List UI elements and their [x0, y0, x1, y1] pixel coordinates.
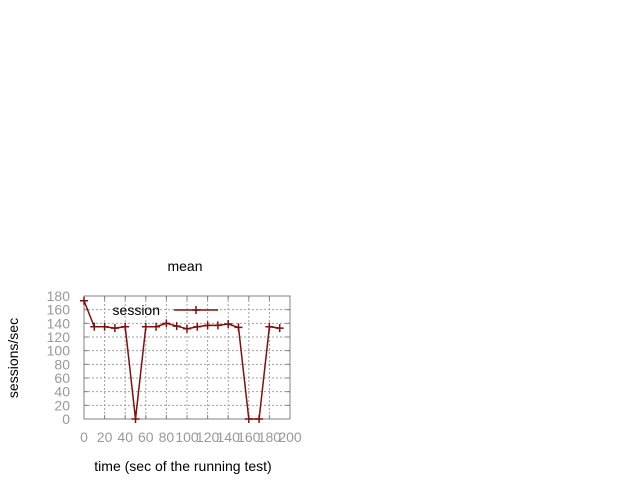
y-tick-label: 160 — [47, 302, 71, 318]
y-tick-label: 120 — [47, 329, 71, 345]
y-tick-label: 0 — [62, 411, 70, 427]
y-tick-label: 140 — [47, 315, 71, 331]
data-point — [255, 415, 264, 423]
y-tick-label: 100 — [47, 343, 71, 359]
data-point — [121, 322, 130, 331]
data-point — [162, 319, 171, 328]
data-point — [100, 322, 109, 331]
x-tick-label: 180 — [258, 429, 282, 445]
data-point — [244, 415, 253, 423]
y-tick-label: 40 — [54, 384, 70, 400]
data-point — [234, 323, 243, 332]
series-line — [83, 300, 280, 420]
y-tick-label: 60 — [54, 370, 70, 386]
data-point — [275, 324, 284, 333]
data-point — [203, 321, 212, 330]
x-axis-label: time (sec of the running test) — [94, 458, 271, 474]
data-point — [80, 296, 88, 305]
data-point — [193, 322, 202, 331]
data-point — [90, 322, 99, 331]
x-tick-label: 40 — [117, 429, 133, 445]
y-tick-label: 180 — [47, 288, 71, 304]
series — [80, 296, 284, 423]
x-tick-label: 80 — [159, 429, 175, 445]
data-point — [172, 322, 181, 331]
x-tick-label: 140 — [217, 429, 241, 445]
data-point — [131, 415, 140, 423]
y-axis-label: sessions/sec — [5, 318, 21, 398]
x-tick-label: 100 — [175, 429, 199, 445]
legend-label: session — [113, 302, 160, 318]
x-tick-label: 120 — [196, 429, 220, 445]
data-point — [213, 321, 222, 330]
data-point — [224, 320, 233, 329]
data-point — [141, 322, 150, 331]
x-tick-label: 200 — [278, 429, 302, 445]
x-tick-label: 0 — [80, 429, 88, 445]
y-tick-label: 80 — [54, 356, 70, 372]
legend: session — [113, 302, 218, 318]
data-point — [265, 322, 274, 331]
data-point — [183, 324, 191, 333]
grid — [84, 296, 290, 419]
x-tick-label: 160 — [237, 429, 261, 445]
y-tick-label: 20 — [54, 397, 70, 413]
data-point — [152, 322, 161, 331]
legend-marker — [192, 306, 200, 314]
x-tick-label: 20 — [97, 429, 113, 445]
data-point — [110, 324, 119, 333]
chart-title: mean — [167, 258, 202, 274]
x-tick-label: 60 — [138, 429, 154, 445]
